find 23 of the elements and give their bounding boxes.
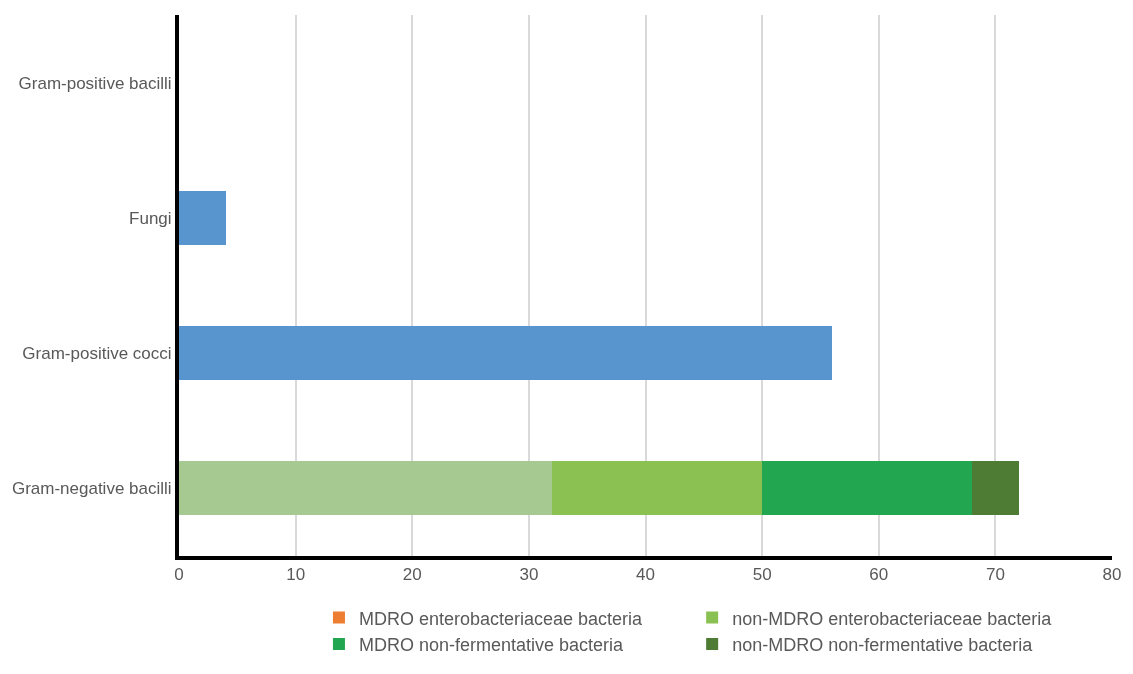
bar <box>179 461 553 516</box>
x-tick-label: 80 <box>1102 565 1122 585</box>
y-tick-label: Gram-positive cocci <box>22 344 172 364</box>
x-tick-label: 20 <box>402 565 422 585</box>
x-tick-label: 50 <box>752 565 772 585</box>
x-tick-label: 0 <box>174 565 184 585</box>
bar <box>179 190 226 245</box>
legend-label: MDRO non-fermentative bacteria <box>358 634 625 655</box>
legend-label: MDRO enterobacteriaceae bacteria <box>358 608 644 629</box>
legend-label: non-MDRO enterobacteriaceae bacteria <box>732 608 1053 629</box>
y-tick-label: Fungi <box>129 208 172 228</box>
bar <box>179 326 833 381</box>
bar <box>552 461 763 516</box>
bar <box>762 461 973 516</box>
bar <box>972 461 1019 516</box>
x-tick-label: 60 <box>869 565 889 585</box>
x-tick-label: 30 <box>519 565 539 585</box>
x-tick-label: 70 <box>985 565 1005 585</box>
legend-label: non-MDRO non-fermentative bacteria <box>732 634 1034 655</box>
y-tick-label: Gram-positive bacilli <box>18 73 172 93</box>
x-tick-label: 40 <box>636 565 655 585</box>
y-tick-label: Gram-negative bacilli <box>11 479 172 499</box>
x-tick-label: 10 <box>286 565 306 585</box>
